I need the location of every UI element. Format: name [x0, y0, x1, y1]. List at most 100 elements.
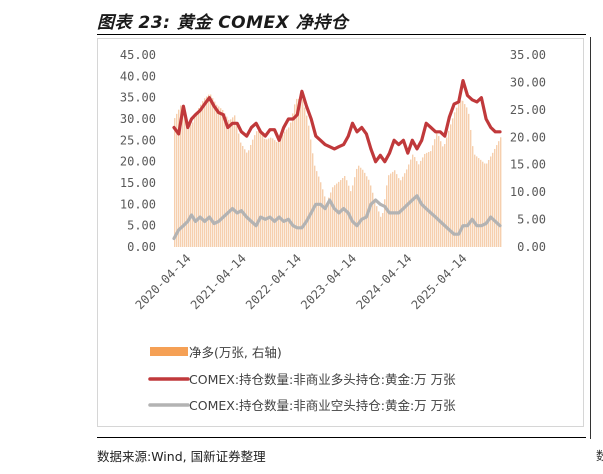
- long-position-point: [240, 130, 243, 133]
- net-long-bar: [454, 112, 456, 248]
- short-position-point: [388, 211, 391, 215]
- short-position-point: [296, 226, 299, 229]
- net-long-bar: [288, 127, 290, 247]
- net-long-bar: [250, 144, 252, 247]
- right-y-tick-label: 30.00: [510, 75, 546, 89]
- short-position-point: [355, 224, 359, 227]
- net-long-bar: [386, 185, 388, 247]
- net-long-bar: [246, 152, 248, 247]
- net-long-bar: [302, 99, 304, 247]
- long-position-point: [439, 130, 442, 133]
- net-long-bar: [292, 113, 294, 248]
- long-position-point: [484, 117, 488, 121]
- long-position-point: [360, 126, 363, 129]
- short-position-point: [425, 207, 428, 210]
- short-position-point: [402, 207, 405, 210]
- net-long-bar: [304, 107, 306, 247]
- long-position-point: [337, 145, 341, 148]
- net-long-bar: [176, 113, 178, 248]
- long-position-point: [425, 122, 428, 125]
- net-long-bar: [294, 104, 296, 247]
- net-long-bar: [446, 137, 448, 247]
- net-long-bar: [220, 108, 222, 248]
- long-position-point: [452, 102, 456, 106]
- long-position-point: [328, 145, 331, 148]
- long-position-point: [351, 122, 354, 125]
- net-long-bar: [486, 163, 488, 247]
- net-long-bar: [284, 131, 286, 247]
- short-position-point: [333, 207, 336, 210]
- long-position-point: [347, 134, 350, 138]
- left-y-tick-label: 25.00: [120, 133, 156, 147]
- net-long-area-series: [174, 94, 502, 248]
- long-position-point: [402, 139, 405, 142]
- long-position-point: [250, 126, 253, 129]
- long-position-point: [305, 105, 308, 108]
- source-divider: [97, 437, 586, 438]
- x-tick-label: 2021-04-14: [188, 251, 249, 312]
- net-long-bar: [448, 130, 450, 247]
- long-position-point: [186, 126, 189, 129]
- net-long-bar: [490, 156, 492, 247]
- net-long-bar: [308, 125, 310, 247]
- left-y-tick-label: 0.00: [127, 240, 156, 254]
- short-position-point: [287, 218, 290, 221]
- right-y-tick-label: 5.00: [517, 213, 546, 227]
- short-position-point: [186, 220, 189, 223]
- net-long-bar: [430, 151, 432, 247]
- left-y-tick-label: 35.00: [120, 91, 156, 105]
- net-long-bar: [312, 153, 314, 247]
- short-position-point: [342, 207, 345, 210]
- short-position-point: [226, 211, 229, 215]
- long-position-point: [342, 143, 345, 146]
- long-position-point: [254, 122, 258, 125]
- net-long-bar: [260, 129, 262, 247]
- net-long-bar: [392, 171, 394, 247]
- short-position-point: [420, 203, 423, 206]
- net-long-bar: [364, 172, 366, 247]
- net-long-bar: [342, 178, 344, 247]
- right-y-tick-label: 25.00: [510, 103, 546, 117]
- long-position-point: [379, 154, 382, 157]
- net-long-bar: [458, 104, 460, 247]
- net-long-bar: [380, 216, 382, 247]
- net-long-bar: [212, 98, 214, 247]
- net-long-bar: [236, 124, 238, 247]
- long-position-point: [420, 139, 423, 142]
- net-long-bar: [356, 168, 358, 247]
- net-long-bar: [488, 160, 490, 247]
- net-long-bar: [470, 129, 472, 247]
- left-y-tick-label: 30.00: [120, 112, 156, 126]
- short-position-point: [415, 194, 419, 197]
- net-long-bar: [296, 98, 298, 247]
- legend-label-short: COMEX:持仓数量:非商业空头持仓:黄金:万 万张: [189, 398, 456, 413]
- long-position-point: [406, 151, 409, 155]
- net-long-bar: [262, 134, 264, 247]
- net-long-bar: [206, 96, 208, 247]
- net-long-bar: [264, 138, 266, 247]
- short-position-point: [212, 222, 216, 225]
- long-position-point: [287, 117, 290, 121]
- net-long-bar: [424, 153, 426, 247]
- short-position-point: [300, 226, 304, 229]
- net-long-bar: [358, 165, 360, 247]
- short-position-point: [264, 218, 267, 221]
- long-position-point: [397, 143, 400, 146]
- short-position-point: [240, 209, 243, 212]
- net-long-bar: [452, 118, 454, 247]
- long-position-point: [415, 147, 419, 151]
- long-position-point: [365, 132, 368, 136]
- short-position-point: [278, 215, 281, 219]
- long-position-point: [471, 98, 474, 101]
- net-long-bar: [254, 135, 256, 247]
- short-position-point: [314, 203, 317, 206]
- source-note: 数据来源:Wind, 国新证券整理: [97, 449, 266, 464]
- short-position-point: [406, 203, 409, 206]
- short-position-point: [217, 220, 220, 223]
- long-position-line: [172, 78, 502, 164]
- net-long-bar: [340, 180, 342, 247]
- long-position-point: [374, 160, 377, 163]
- net-long-bar: [274, 140, 276, 247]
- net-long-bar: [252, 139, 254, 247]
- legend-label-long: COMEX:持仓数量:非商业多头持仓:黄金:万 万张: [189, 372, 456, 387]
